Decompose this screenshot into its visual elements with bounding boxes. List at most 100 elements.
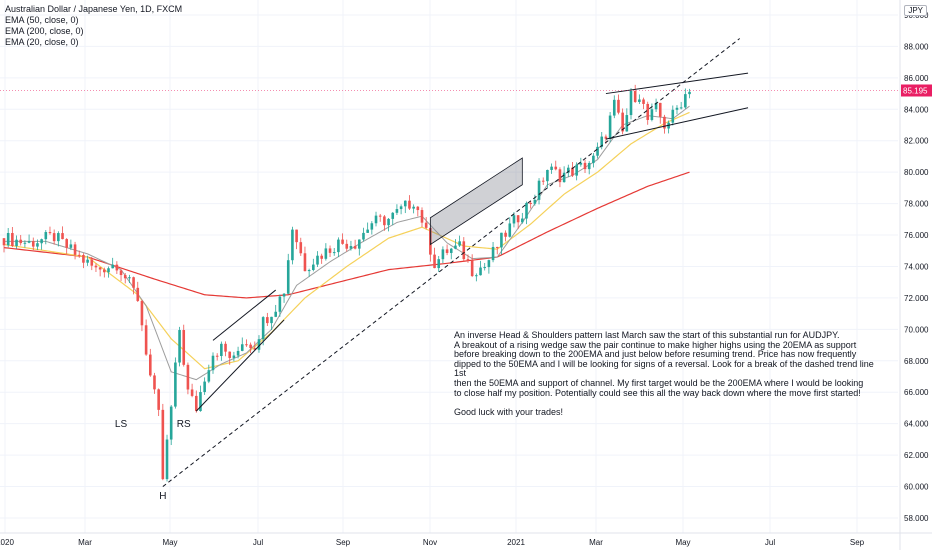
time-tick-label: Jul <box>253 538 263 547</box>
candle <box>358 239 361 256</box>
candle-body <box>550 166 553 170</box>
candle <box>408 195 411 211</box>
candle <box>663 114 666 134</box>
candle <box>103 267 106 278</box>
candle-body <box>119 270 123 276</box>
candle-body <box>391 212 395 219</box>
ema-50-line <box>3 111 690 370</box>
candle-body <box>295 229 298 243</box>
candle <box>437 256 441 272</box>
ema200-legend[interactable]: EMA (200, close, 0) <box>5 26 84 36</box>
candle-body <box>220 343 223 357</box>
candle <box>107 266 110 278</box>
candle-body <box>261 317 265 340</box>
candle <box>73 241 77 260</box>
candle-body <box>245 344 248 346</box>
candle <box>240 337 244 352</box>
price-axis[interactable]: 58.000 60.000 62.000 64.000 66.000 68.000 70.0… <box>899 0 929 550</box>
candle-body <box>98 267 102 270</box>
candle-body <box>487 260 491 268</box>
candle-body <box>491 246 495 261</box>
time-axis[interactable]: 2020 Mar May Jul Sep Nov 2021 Mar May Jul Sep <box>0 532 932 547</box>
candle <box>303 246 307 272</box>
currency-button[interactable]: JPY <box>904 5 927 16</box>
candle <box>596 142 599 159</box>
candle-body <box>500 232 503 248</box>
candle <box>370 221 374 235</box>
candle-body <box>107 268 110 273</box>
price-tick-label: 78.000 <box>904 200 929 209</box>
candle-body <box>312 264 315 271</box>
candle-body <box>567 167 570 173</box>
candle <box>40 238 43 250</box>
candle-body <box>165 439 169 480</box>
candle <box>169 405 173 446</box>
candle-body <box>123 275 127 279</box>
candle <box>324 243 328 261</box>
candle-body <box>15 239 18 247</box>
trend-drawings[interactable] <box>162 38 749 487</box>
candle-body <box>332 252 336 254</box>
candle-body <box>571 167 574 176</box>
candle <box>203 377 206 395</box>
candle-body <box>654 102 658 110</box>
price-tick-label: 80.000 <box>904 168 929 177</box>
candle-body <box>642 99 645 104</box>
ema50-legend[interactable]: EMA (50, close, 0) <box>5 15 79 25</box>
candle-body <box>48 232 52 234</box>
candle-body <box>525 202 528 219</box>
time-tick-label: May <box>162 538 177 547</box>
time-tick-label: Jul <box>765 538 775 547</box>
candle <box>592 153 595 168</box>
candle-body <box>236 350 240 356</box>
candle <box>395 204 399 216</box>
ema20-legend[interactable]: EMA (20, close, 0) <box>5 37 79 47</box>
candle-body <box>211 355 215 371</box>
candle <box>491 242 495 263</box>
candle-body <box>27 241 31 243</box>
price-tick-label: 76.000 <box>904 231 929 240</box>
channel-lower-line <box>605 107 749 140</box>
candle-body <box>215 355 219 357</box>
candle-body <box>458 241 461 246</box>
candle <box>487 259 491 274</box>
candle-body <box>604 136 608 139</box>
candle-body <box>646 103 650 120</box>
candle-body <box>537 180 541 200</box>
candle <box>6 228 10 248</box>
candle-body <box>324 248 328 259</box>
candle <box>671 105 675 126</box>
candle <box>374 211 378 227</box>
candle <box>533 194 537 206</box>
candle-body <box>562 172 566 183</box>
candle <box>211 352 215 374</box>
candle-body <box>328 248 332 253</box>
candle <box>483 262 486 271</box>
candle <box>612 95 616 119</box>
candle-body <box>684 94 687 108</box>
candle <box>633 84 637 103</box>
pattern-labels: LS RS H <box>115 419 191 502</box>
candle <box>679 101 683 110</box>
wedge-upper-line <box>212 289 277 341</box>
candle-body <box>533 199 537 204</box>
candle <box>31 237 35 251</box>
candle-body <box>370 223 374 230</box>
candle-body <box>575 164 578 176</box>
price-tick-label: 64.000 <box>904 420 929 429</box>
candle <box>286 253 290 295</box>
candle-body <box>412 206 415 209</box>
candle <box>688 88 691 99</box>
candle-body <box>190 389 194 396</box>
label-ls: LS <box>115 419 128 430</box>
candle-body <box>583 162 587 170</box>
candle <box>654 98 658 112</box>
candle-body <box>650 109 654 120</box>
dashed-trend-line <box>162 38 740 487</box>
candle-body <box>688 91 691 95</box>
candle-body <box>675 107 679 110</box>
candle <box>412 204 415 214</box>
candle-body <box>437 259 441 269</box>
candle-body <box>470 260 474 277</box>
